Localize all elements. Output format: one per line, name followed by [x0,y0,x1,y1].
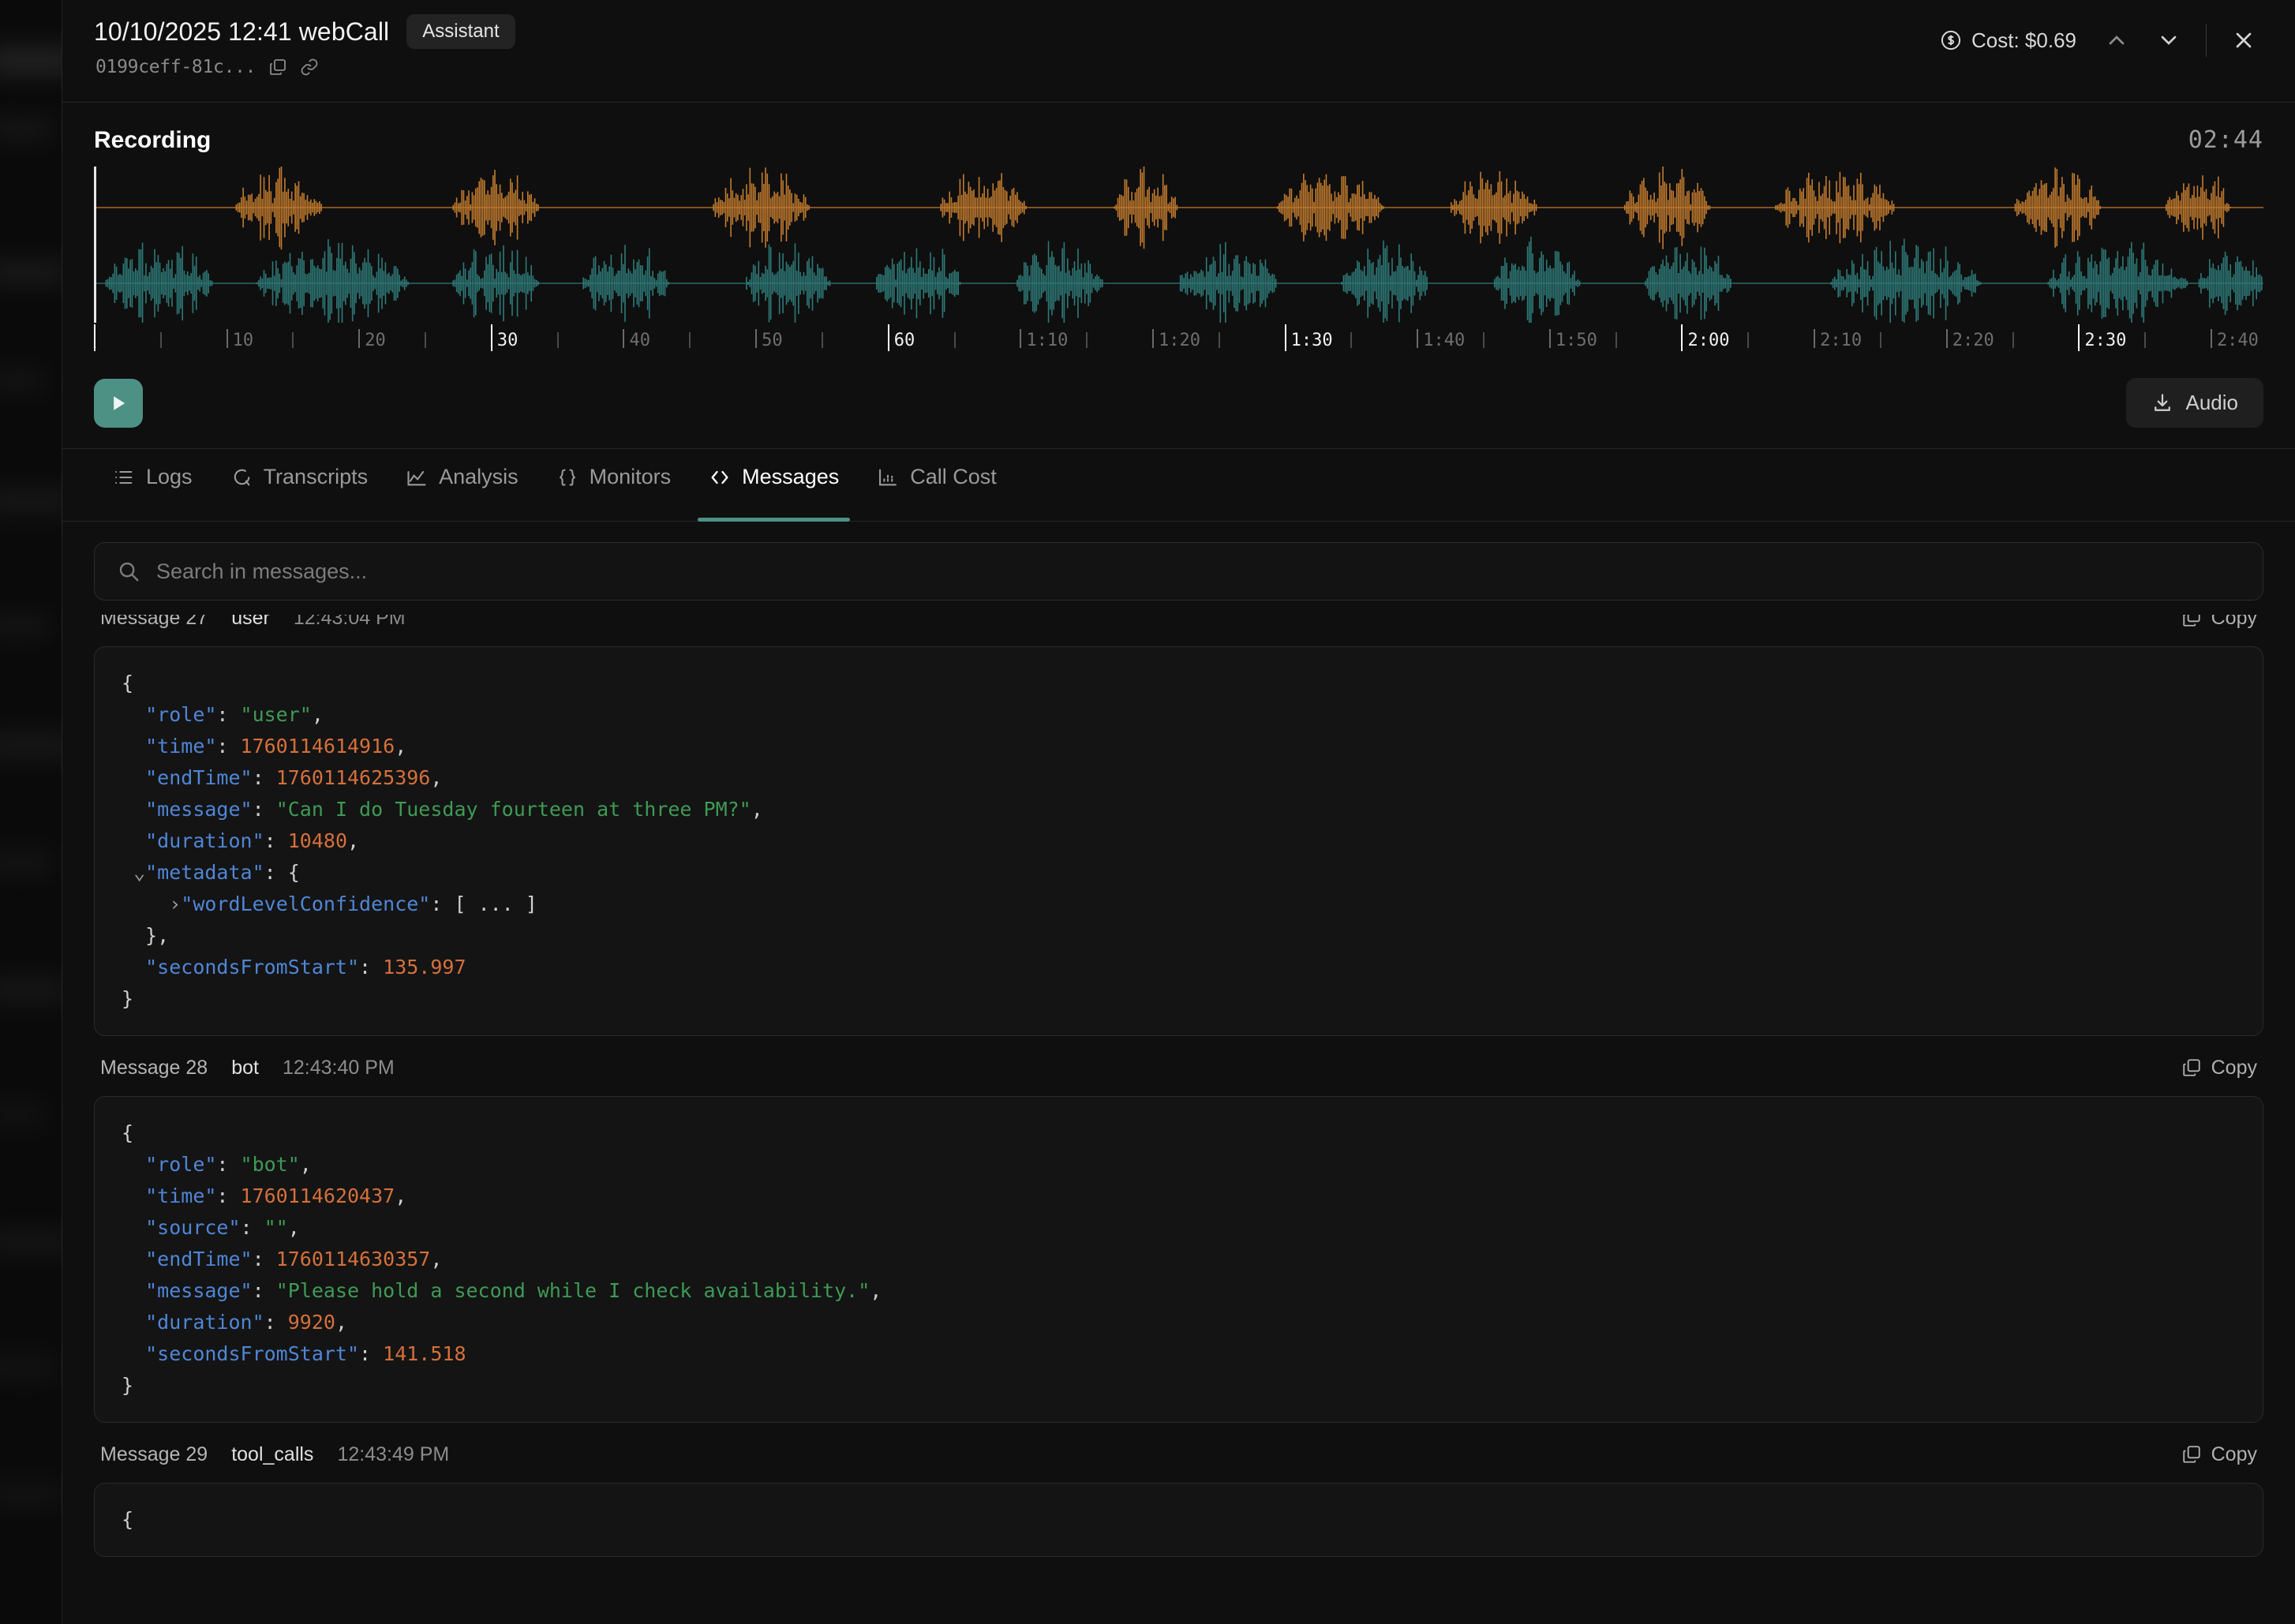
blurred-page-backdrop [0,0,62,1624]
timeline-ruler[interactable]: 10 20 30 40 50 60 1:10 1:20 1:30 1:40 1:50 2:00 2:10… [94,324,2263,361]
close-button[interactable] [2221,17,2267,63]
previous-call-button[interactable] [2094,17,2140,63]
copy-label: Copy [2211,1056,2257,1079]
dollar-circle-icon [1941,30,1961,51]
message-item: Message 29 tool_calls 12:43:49 PM Copy { [94,1431,2263,1557]
message-role: bot [231,1056,259,1079]
code-icon [709,466,731,488]
bar-chart-icon [877,466,899,488]
assistant-badge: Assistant [406,14,515,49]
waveform-channel-user [94,236,2263,323]
search-box[interactable] [94,542,2263,601]
cost-display: Cost: $0.69 [1940,28,2087,53]
message-header: Message 29 tool_calls 12:43:49 PM Copy [94,1431,2263,1478]
message-timestamp: 12:43:40 PM [282,1056,395,1079]
search-icon [119,562,139,582]
search-section [62,522,2295,615]
link-icon[interactable] [300,58,319,77]
call-id: 0199ceff-81c... [95,57,256,77]
tab-label: Monitors [589,465,672,488]
waveform-channel-assistant [94,167,2263,250]
tab-label: Analysis [439,465,519,488]
search-input[interactable] [156,559,2241,584]
waveform-canvas [94,167,2263,323]
messages-list[interactable]: Message 27 user 12:43:04 PM Copy { "role… [62,615,2295,1624]
tab-messages[interactable]: Messages [690,449,858,522]
copy-message-button[interactable]: Copy [2181,1443,2257,1466]
message-json-block[interactable]: { "role": "bot", "time": 1760114620437, … [94,1096,2263,1423]
divider [2206,24,2207,57]
next-call-button[interactable] [2146,17,2192,63]
copy-label: Copy [2211,1443,2257,1465]
tab-transcripts[interactable]: Transcripts [212,449,387,521]
call-detail-modal: 10/10/2025 12:41 webCall Assistant 0199c… [62,0,2295,1624]
message-role: user [231,615,270,629]
copy-icon [2182,1446,2200,1463]
message-timestamp: 12:43:49 PM [337,1443,450,1465]
message-item: Message 27 user 12:43:04 PM Copy { "role… [94,615,2263,1036]
playhead[interactable] [94,167,96,323]
message-number: Message 28 [100,1056,208,1079]
message-header: Message 27 user 12:43:04 PM Copy [94,615,2263,642]
download-audio-label: Audio [2185,391,2239,414]
cost-label: Cost: $0.69 [1971,28,2076,52]
tab-bar: Logs Transcripts Analysis Monitors Messages C… [62,449,2295,522]
tab-label: Logs [146,465,193,488]
copy-icon [2182,1059,2200,1076]
copy-message-button[interactable]: Copy [2181,1057,2257,1080]
copy-label: Copy [2211,615,2257,629]
waveform[interactable] [94,167,2263,323]
message-json-block[interactable]: { [94,1483,2263,1557]
list-icon [113,466,135,488]
line-chart-icon [406,466,428,488]
tab-monitors[interactable]: Monitors [537,449,691,521]
message-item: Message 28 bot 12:43:40 PM Copy { "role"… [94,1044,2263,1423]
message-json-block[interactable]: { "role": "user", "time": 1760114614916,… [94,646,2263,1036]
tab-label: Messages [742,465,840,488]
message-timestamp: 12:43:04 PM [293,615,406,629]
download-audio-button[interactable]: Audio [2125,378,2263,428]
play-button[interactable] [94,378,143,428]
copy-icon[interactable] [268,58,287,77]
message-role: tool_calls [231,1443,314,1465]
tab-call-cost[interactable]: Call Cost [858,449,1016,521]
copy-message-button[interactable]: Copy [2181,615,2257,630]
play-icon [114,395,125,410]
recording-section: Recording 02:44 10 20 30 40 50 60 1:10 1:20 1:30… [62,103,2295,449]
tab-label: Transcripts [263,465,369,488]
tab-logs[interactable]: Logs [94,449,212,521]
download-icon [2154,393,2170,411]
message-json-code: { [122,1508,134,1531]
tab-analysis[interactable]: Analysis [387,449,537,521]
close-icon [2236,32,2252,48]
chevron-down-icon [2161,36,2177,45]
braces-icon [556,466,578,488]
message-number: Message 27 [100,615,208,629]
chevron-up-icon [2109,36,2125,45]
message-json-code: { "role": "bot", "time": 1760114620437, … [122,1121,882,1397]
message-header: Message 28 bot 12:43:40 PM Copy [94,1044,2263,1091]
copy-icon [2182,615,2200,627]
message-json-code: { "role": "user", "time": 1760114614916,… [122,672,763,1010]
page-title: 10/10/2025 12:41 webCall [94,17,390,46]
tab-label: Call Cost [910,465,997,488]
message-number: Message 29 [100,1443,208,1465]
recording-title: Recording [94,127,212,153]
modal-header: 10/10/2025 12:41 webCall Assistant 0199c… [62,0,2295,103]
chat-icon [230,466,253,488]
recording-duration: 02:44 [2188,126,2263,154]
